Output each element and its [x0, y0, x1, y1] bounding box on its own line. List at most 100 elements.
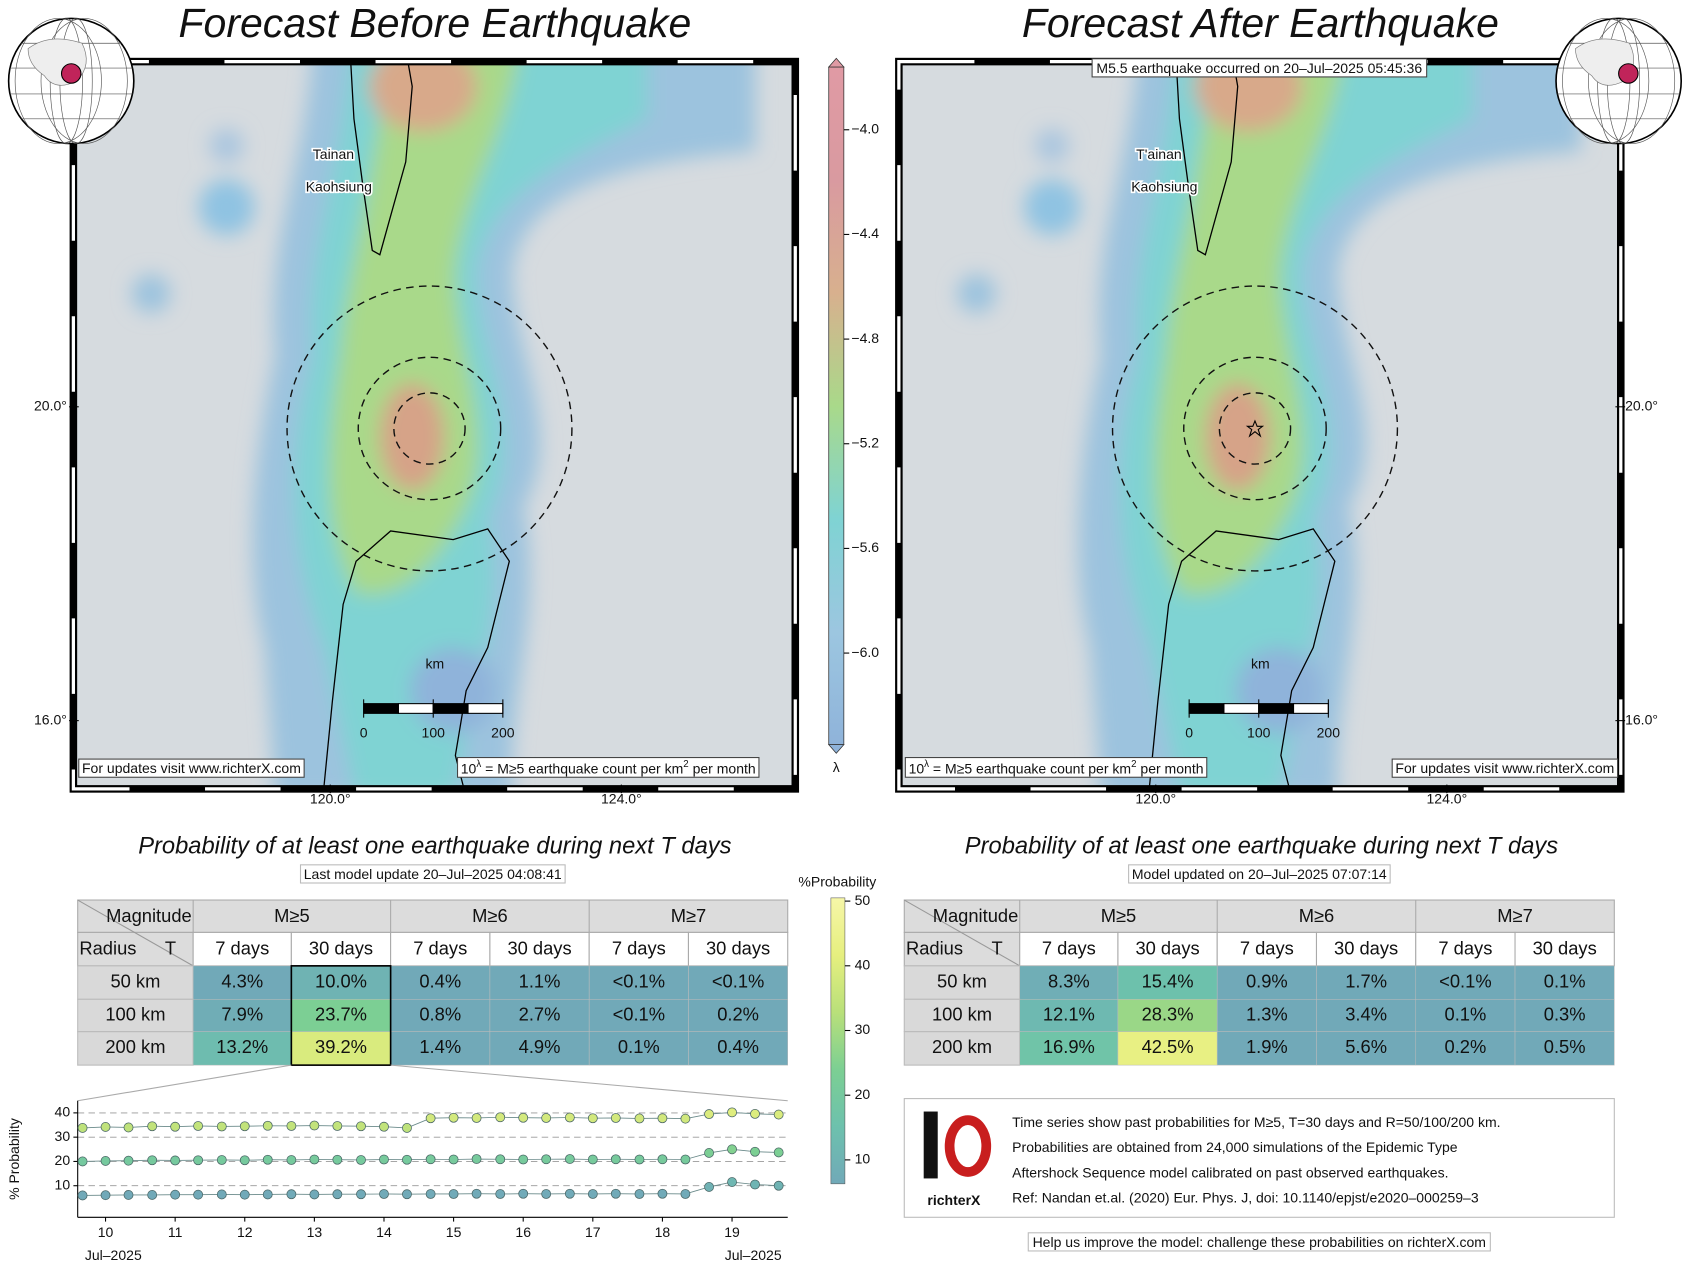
- prob-value: 7.9%: [221, 1003, 263, 1024]
- series-point: [193, 1121, 204, 1131]
- formula-tail: per month: [1137, 760, 1204, 776]
- place-label: Kaohsiung: [1131, 179, 1197, 195]
- info-box: [903, 1098, 1615, 1218]
- lon-tick-label: 124.0°: [1427, 790, 1468, 806]
- series-point: [100, 1156, 111, 1166]
- x-tick-label: 19: [724, 1224, 740, 1240]
- period-cell: [1415, 931, 1516, 967]
- series-point: [170, 1155, 181, 1166]
- prob-value: 4.3%: [221, 970, 263, 991]
- series-point: [518, 1154, 529, 1165]
- series-point: [356, 1189, 366, 1200]
- period-header: 7 days: [1042, 938, 1096, 959]
- series-point: [309, 1120, 320, 1131]
- prob-value: <0.1%: [712, 970, 764, 991]
- prob-cell: [588, 1031, 689, 1066]
- colorbar-title: λ: [833, 759, 840, 775]
- prob-cell: [1514, 1031, 1615, 1066]
- logo-one: [923, 1111, 938, 1179]
- zoom-connector: [390, 1064, 788, 1102]
- colorbar-tick-label: −5.2: [851, 434, 879, 450]
- series-point: [216, 1155, 227, 1165]
- prob-cell: [1117, 1031, 1218, 1066]
- zone-circle: [1218, 392, 1292, 465]
- lambda-colorbar: [828, 66, 845, 746]
- prob-cell: [291, 1031, 391, 1066]
- corner-diagonal: [904, 899, 1020, 967]
- prob-cell: [192, 965, 292, 1000]
- colorbar-tick-label: 40: [855, 957, 871, 973]
- prob-cell: [489, 999, 590, 1032]
- prob-value: 0.1%: [1544, 970, 1586, 991]
- series-point: [402, 1123, 412, 1133]
- series-point: [634, 1154, 645, 1165]
- prob-value: 12.1%: [1043, 1003, 1095, 1024]
- series-point: [239, 1121, 250, 1132]
- prob-value: 0.5%: [1544, 1036, 1586, 1057]
- scale-tick-label: 200: [1317, 725, 1341, 741]
- table-subtitle: Last model update 20–Jul–2025 04:08:41: [304, 866, 562, 882]
- period-cell: [588, 931, 689, 967]
- period-cell: [687, 931, 789, 967]
- colorbar-tick-label: −4.4: [851, 225, 879, 241]
- series-point: [309, 1189, 320, 1200]
- prob-cell: [192, 1031, 292, 1066]
- series-point: [123, 1122, 134, 1133]
- prob-cell: [192, 999, 292, 1032]
- lat-tick-label: 20.0°: [34, 398, 67, 414]
- colorbar-tick-label: −4.0: [851, 120, 879, 136]
- x-tick-label: 12: [237, 1224, 253, 1240]
- formula-text: = M≥5 earthquake count per km: [481, 760, 683, 776]
- label-box: [904, 757, 1208, 778]
- formula-sup: 2: [1131, 759, 1136, 770]
- prob-value: <0.1%: [613, 970, 665, 991]
- formula-text: = M≥5 earthquake count per km: [929, 760, 1131, 776]
- prob-value: 8.3%: [1048, 970, 1090, 991]
- formula-base: 10: [461, 760, 477, 776]
- y-tick-label: 20: [55, 1152, 71, 1168]
- globe-marker: [60, 63, 82, 84]
- series-point: [704, 1182, 714, 1192]
- series-point: [425, 1154, 436, 1165]
- period-cell: [192, 931, 292, 967]
- prob-cell: [1019, 965, 1119, 1000]
- series-point: [147, 1190, 158, 1200]
- prob-cell: [588, 999, 689, 1032]
- corner-label: Magnitude: [106, 905, 192, 926]
- prob-value: 0.3%: [1544, 1003, 1586, 1024]
- prob-value: <0.1%: [613, 1003, 665, 1024]
- table-subtitle: Model updated on 20–Jul–2025 07:07:14: [1132, 866, 1387, 882]
- series-point: [495, 1154, 506, 1165]
- series-point: [123, 1155, 134, 1166]
- series-point: [170, 1121, 181, 1132]
- prob-cell: [291, 965, 391, 1000]
- x-tick-label: 18: [655, 1224, 671, 1240]
- formula-base: 10: [909, 760, 925, 776]
- prob-value: 23.7%: [315, 1003, 367, 1024]
- magnitude-header: M≥6: [1299, 905, 1335, 926]
- prob-cell: [1117, 965, 1218, 1000]
- period-cell: [290, 931, 392, 967]
- place-label: T'ainan: [1136, 146, 1182, 162]
- globe-meridian: [1588, 18, 1676, 144]
- prob-value: 0.9%: [1246, 970, 1288, 991]
- series-point: [773, 1147, 784, 1158]
- prob-cell: [1216, 1031, 1317, 1066]
- lat-tick-label: 16.0°: [34, 711, 67, 727]
- series-point: [680, 1154, 691, 1165]
- place-label: Kaohsiung: [306, 179, 372, 195]
- y-tick-label: 40: [55, 1104, 71, 1120]
- x-tick-label: 17: [585, 1224, 601, 1240]
- logo-zero: [944, 1115, 992, 1177]
- prob-value: 0.4%: [717, 1036, 759, 1057]
- series-point: [448, 1154, 459, 1165]
- series-point: [564, 1112, 575, 1123]
- corner-label: Radius: [79, 938, 136, 959]
- scale-seg: [363, 703, 399, 714]
- prob-cell: [1316, 965, 1417, 1000]
- radius-label: 200 km: [932, 1036, 992, 1057]
- prob-value: 28.3%: [1142, 1003, 1194, 1024]
- period-cell: [1216, 931, 1318, 967]
- magnitude-header: M≥5: [1101, 905, 1137, 926]
- series-point: [680, 1189, 691, 1199]
